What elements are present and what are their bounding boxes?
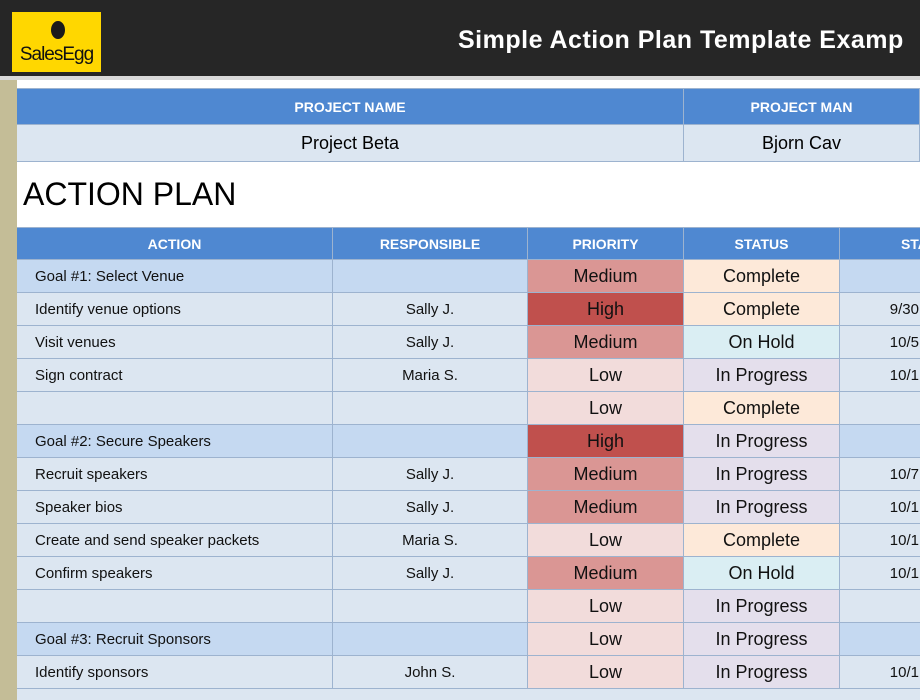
logo-text: SalesEgg <box>19 44 94 65</box>
priority-cell: High <box>528 293 684 326</box>
status-cell: In Progress <box>684 491 840 524</box>
start-cell: 10/1 <box>840 524 920 557</box>
start-cell: 10/1 <box>840 359 920 392</box>
responsible-cell <box>333 590 528 623</box>
status-cell: In Progress <box>684 458 840 491</box>
status-cell: On Hold <box>684 557 840 590</box>
responsible-cell: Sally J. <box>333 458 528 491</box>
start-cell: 10/1 <box>840 656 920 689</box>
column-header: STATUS <box>684 228 840 260</box>
status-cell: In Progress <box>684 590 840 623</box>
priority-cell: Low <box>528 524 684 557</box>
action-cell: Visit venues <box>17 326 333 359</box>
action-cell <box>17 392 333 425</box>
section-title: ACTION PLAN <box>17 162 920 228</box>
priority-cell: Medium <box>528 458 684 491</box>
priority-cell: Medium <box>528 491 684 524</box>
logo: SalesEgg <box>12 12 101 72</box>
priority-cell: High <box>528 425 684 458</box>
action-cell: Create and send speaker packets <box>17 524 333 557</box>
priority-cell: Low <box>528 656 684 689</box>
priority-cell: Medium <box>528 260 684 293</box>
status-cell: In Progress <box>684 359 840 392</box>
responsible-cell <box>333 392 528 425</box>
action-cell: Speaker bios <box>17 491 333 524</box>
project-header: PROJECT MAN <box>684 88 920 125</box>
start-cell <box>840 392 920 425</box>
priority-cell: Low <box>528 392 684 425</box>
status-cell: In Progress <box>684 425 840 458</box>
action-cell: Identify venue options <box>17 293 333 326</box>
row-gutter <box>0 0 17 700</box>
action-cell: Goal #1: Select Venue <box>17 260 333 293</box>
responsible-cell: Sally J. <box>333 491 528 524</box>
logo-egg <box>51 21 65 39</box>
start-cell: 10/5 <box>840 326 920 359</box>
start-cell <box>840 590 920 623</box>
start-cell: 9/30 <box>840 293 920 326</box>
status-cell: In Progress <box>684 656 840 689</box>
status-cell: Complete <box>684 260 840 293</box>
action-cell: Sign contract <box>17 359 333 392</box>
start-cell: 10/1 <box>840 557 920 590</box>
start-cell <box>840 425 920 458</box>
priority-cell: Medium <box>528 326 684 359</box>
project-value: Project Beta <box>17 125 684 162</box>
top-banner <box>0 0 920 80</box>
action-cell: Recruit speakers <box>17 458 333 491</box>
status-cell: On Hold <box>684 326 840 359</box>
column-header: PRIORITY <box>528 228 684 260</box>
action-cell: Goal #3: Recruit Sponsors <box>17 623 333 656</box>
priority-cell: Low <box>528 359 684 392</box>
column-header: STAR <box>840 228 920 260</box>
responsible-cell: Sally J. <box>333 557 528 590</box>
action-cell: Goal #2: Secure Speakers <box>17 425 333 458</box>
responsible-cell <box>333 623 528 656</box>
page-title: Simple Action Plan Template Examp <box>458 26 904 54</box>
project-header: PROJECT NAME <box>17 88 684 125</box>
action-cell: Identify sponsors <box>17 656 333 689</box>
status-cell: Complete <box>684 293 840 326</box>
status-cell: Complete <box>684 524 840 557</box>
start-cell <box>840 623 920 656</box>
action-cell: Confirm speakers <box>17 557 333 590</box>
priority-cell: Medium <box>528 557 684 590</box>
priority-cell: Low <box>528 623 684 656</box>
responsible-cell: Maria S. <box>333 524 528 557</box>
project-value: Bjorn Cav <box>684 125 920 162</box>
priority-cell: Low <box>528 590 684 623</box>
partial-row <box>17 689 920 700</box>
responsible-cell: Sally J. <box>333 293 528 326</box>
status-cell: Complete <box>684 392 840 425</box>
start-cell <box>840 260 920 293</box>
start-cell: 10/7 <box>840 458 920 491</box>
start-cell: 10/1 <box>840 491 920 524</box>
responsible-cell: John S. <box>333 656 528 689</box>
column-header: ACTION <box>17 228 333 260</box>
responsible-cell: Sally J. <box>333 326 528 359</box>
status-cell: In Progress <box>684 623 840 656</box>
responsible-cell: Maria S. <box>333 359 528 392</box>
responsible-cell <box>333 425 528 458</box>
responsible-cell <box>333 260 528 293</box>
column-header: RESPONSIBLE <box>333 228 528 260</box>
action-cell <box>17 590 333 623</box>
